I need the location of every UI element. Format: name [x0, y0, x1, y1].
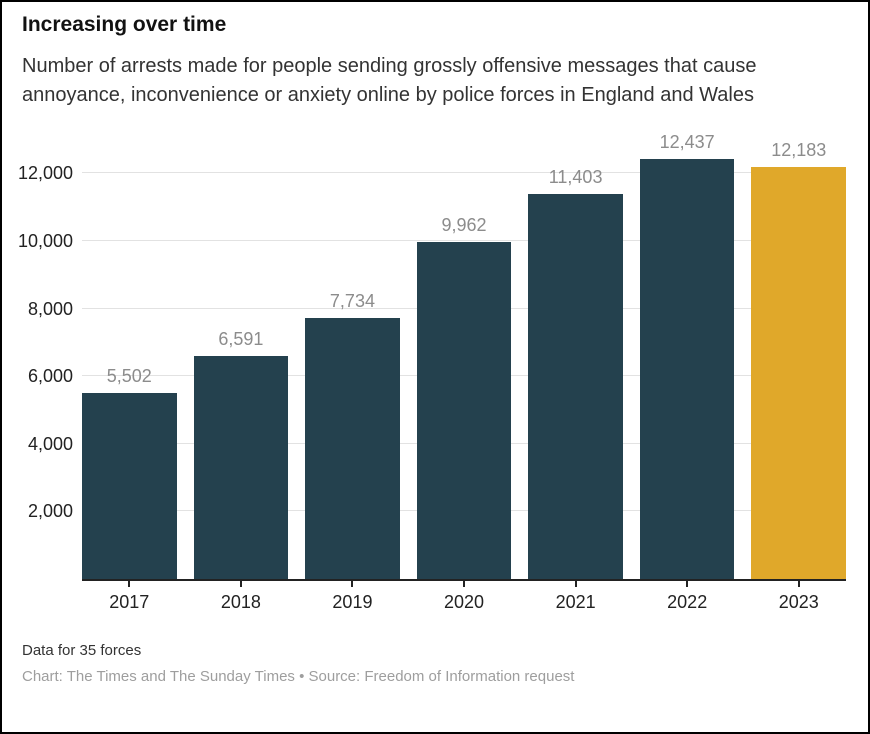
- axis-tick: [797, 581, 800, 587]
- bar-column-2017: 5,502: [82, 366, 177, 579]
- bar-value-label: 12,437: [659, 131, 715, 152]
- bar-2017: [82, 393, 177, 579]
- x-tick-label: 2022: [667, 592, 708, 612]
- bar-value-label: 7,734: [329, 290, 375, 311]
- y-tick-label: 2,000: [27, 501, 73, 522]
- x-axis-cell: 2020: [417, 581, 512, 613]
- bars: 5,502 6,591 7,734 9,962 11,403 12,437 12,183: [82, 126, 847, 579]
- gridline: [82, 239, 846, 241]
- bar-value-label: 6,591: [218, 329, 264, 350]
- bar-2020: [416, 242, 512, 579]
- y-tick-label: 12,000: [17, 163, 73, 184]
- y-tick-label: 4,000: [27, 433, 73, 454]
- bar-value-label: 9,962: [441, 215, 487, 236]
- bar-2023: [751, 167, 847, 579]
- x-axis-cell: 2017: [82, 581, 177, 613]
- bar-value-label: 5,502: [106, 366, 152, 386]
- bar-2018: [193, 356, 289, 579]
- axis-tick: [574, 581, 577, 587]
- axis-tick: [239, 581, 242, 587]
- x-axis-cell: 2021: [528, 581, 623, 613]
- bar-value-label: 12,183: [771, 140, 827, 161]
- chart-subtitle: Number of arrests made for people sendin…: [22, 55, 757, 106]
- bar-column-2019: 7,734: [305, 291, 400, 579]
- y-tick-label: 8,000: [27, 298, 73, 319]
- x-axis-cell: 2023: [751, 581, 846, 613]
- gridline: [82, 172, 846, 174]
- bar-column-2022: 12,437: [639, 132, 735, 579]
- footnote: Data for 35 forces: [22, 642, 142, 659]
- source-credit: Chart: The Times and The Sunday Times • …: [22, 668, 575, 685]
- bar-column-2018: 6,591: [193, 329, 289, 579]
- x-tick-label: 2021: [555, 592, 596, 612]
- x-tick-label: 2020: [444, 592, 485, 612]
- x-tick-label: 2019: [332, 592, 373, 612]
- bar-2019: [305, 317, 400, 579]
- x-axis-cell: 2018: [194, 581, 289, 613]
- bar-column-2021: 11,403: [528, 167, 623, 579]
- axis-tick: [128, 581, 131, 587]
- bar-column-2020: 9,962: [416, 215, 512, 579]
- bar-2022: [639, 158, 735, 579]
- axis-tick: [686, 581, 689, 587]
- bar-value-label: 11,403: [548, 166, 603, 187]
- chart-footer: Data for 35 forces Chart: The Times and …: [22, 642, 846, 686]
- y-tick-label: 10,000: [17, 230, 73, 251]
- bar-2021: [528, 193, 623, 579]
- axis-tick: [351, 581, 354, 587]
- x-tick-label: 2018: [220, 592, 261, 612]
- y-tick-label: 6,000: [27, 366, 73, 387]
- x-axis-cell: 2022: [640, 581, 735, 613]
- bar-chart: 5,502 6,591 7,734 9,962 11,403 12,437 12,183 2…: [18, 126, 847, 613]
- x-axis-cell: 2019: [305, 581, 400, 613]
- plot-area: 5,502 6,591 7,734 9,962 11,403 12,437 12,183 2…: [18, 126, 847, 581]
- x-tick-label: 2017: [109, 592, 150, 612]
- axis-tick: [463, 581, 466, 587]
- x-axis: 2017 2018 2019 2020 2021 2022 2023: [82, 581, 846, 613]
- x-tick-label: 2023: [778, 592, 819, 612]
- chart-title: Increasing over time: [22, 13, 227, 36]
- bar-column-2023: 12,183: [751, 140, 847, 579]
